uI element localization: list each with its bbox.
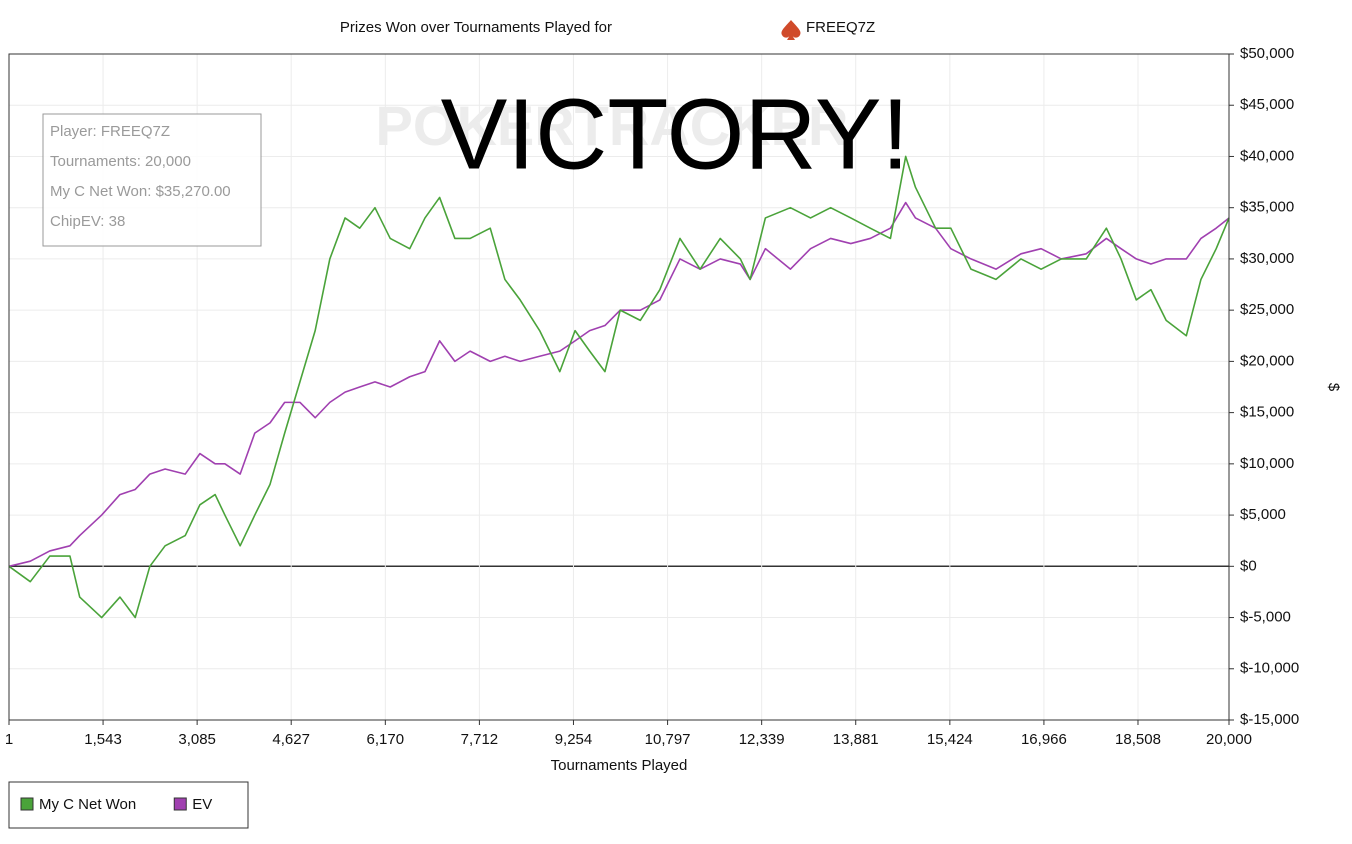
y-tick-label: $20,000 [1240,352,1294,369]
legend-swatch [20,797,34,811]
y-tick-label: $30,000 [1240,250,1294,267]
tooltip-line: Tournaments: 20,000 [50,153,191,170]
y-tick-label: $-10,000 [1240,660,1299,677]
x-tick-label: 3,085 [178,731,216,748]
legend-label: EV [192,796,212,813]
x-tick-label: 16,966 [1021,731,1067,748]
plot-border [8,53,1230,721]
tooltip-line: ChipEV: 38 [50,213,125,230]
series-line [8,201,1230,568]
y-tick-label: $0 [1240,557,1257,574]
y-tick-label: $-15,000 [1240,711,1299,728]
tooltip-line: My C Net Won: $35,270.00 [50,183,231,200]
x-tick-label: 10,797 [645,731,691,748]
y-tick-label: $-5,000 [1240,609,1291,626]
spade-icon [781,20,801,40]
x-tick-label: 20,000 [1206,731,1252,748]
tooltip: Player: FREEQ7Z Tournaments: 20,000 My C… [42,113,262,247]
x-axis-label: Tournaments Played [551,757,688,774]
lines [8,155,1230,619]
tooltip-box [42,113,262,247]
tooltip-line: Player: FREEQ7Z [50,123,170,140]
x-tick-label: 7,712 [461,731,499,748]
series-line [8,155,1230,619]
y-tick-label: $15,000 [1240,404,1294,421]
legend: My C Net Won EV [8,781,249,829]
y-tick-label: $45,000 [1240,96,1294,113]
x-tick-label: 13,881 [833,731,879,748]
y-tick-label: $5,000 [1240,506,1286,523]
x-tick-label: 6,170 [367,731,405,748]
x-tick-label: 4,627 [272,731,310,748]
x-tick-label: 1 [5,731,13,748]
x-tick-label: 1,543 [84,731,122,748]
legend-label: My C Net Won [39,796,136,813]
legend-box [8,781,249,829]
x-tick-label: 9,254 [555,731,593,748]
y-axis-label: $ [1325,383,1342,392]
y-tick-label: $40,000 [1240,147,1294,164]
y-tick-label: $10,000 [1240,455,1294,472]
chart-title: Prizes Won over Tournaments Played for [340,19,612,36]
y-tick-label: $50,000 [1240,45,1294,62]
x-tick-label: 18,508 [1115,731,1161,748]
watermark: POKERTRACKER [376,94,849,157]
x-tick-label: 12,339 [739,731,785,748]
y-tick-label: $25,000 [1240,301,1294,318]
overlay-text: VICTORY! [441,78,910,190]
x-tick-label: 15,424 [927,731,973,748]
player-name: FREEQ7Z [806,19,875,36]
legend-swatch [173,797,187,811]
y-tick-label: $35,000 [1240,199,1294,216]
